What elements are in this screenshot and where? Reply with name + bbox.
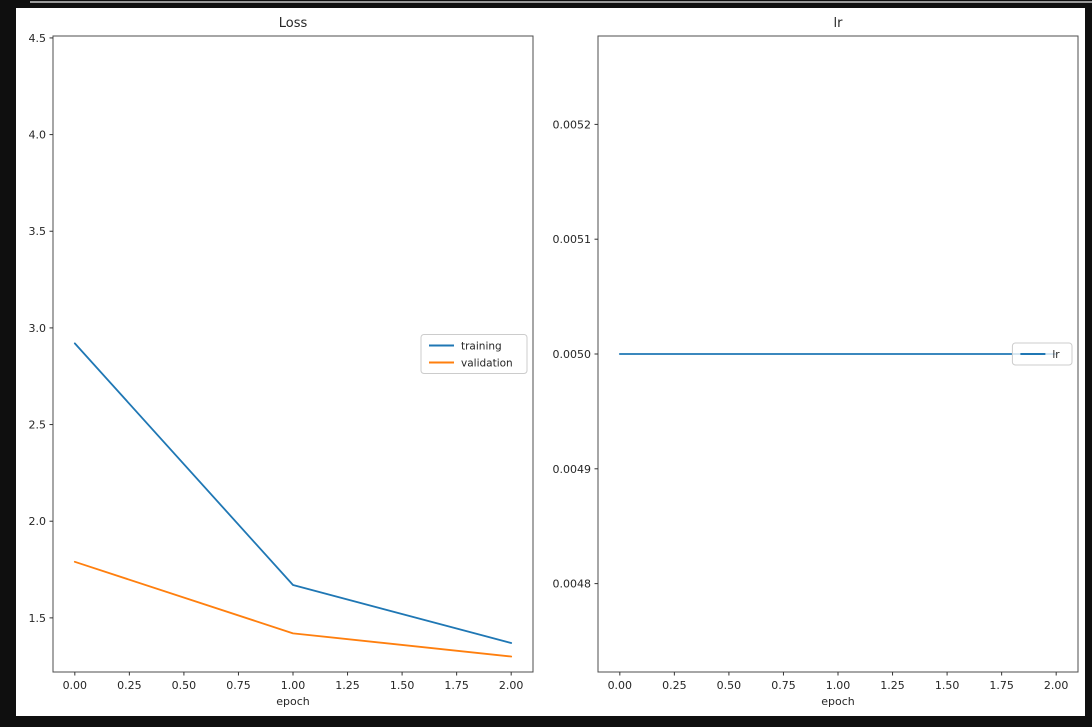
loss-training-line bbox=[73, 342, 513, 644]
lr-plot-title: lr bbox=[834, 16, 844, 31]
lr-y-tick-label: 0.0050 bbox=[553, 348, 592, 361]
lr-x-tick-label: 0.75 bbox=[771, 679, 796, 692]
lr-y-tick-label: 0.0048 bbox=[553, 578, 592, 591]
matplotlib-figure: Loss 0.00 0.25 0.50 0.75 1.00 1.25 1.50 1.75 2.00… bbox=[16, 8, 1085, 716]
loss-y-tick-label: 4.5 bbox=[29, 32, 47, 45]
lr-x-tick-label: 1.00 bbox=[826, 679, 851, 692]
lr-x-tick-label: 0.25 bbox=[662, 679, 687, 692]
loss-y-tick-label: 3.0 bbox=[29, 322, 47, 335]
lr-x-tick-label: 1.50 bbox=[935, 679, 960, 692]
loss-y-tick-label: 1.5 bbox=[29, 612, 47, 625]
lr-x-tick-label: 1.25 bbox=[880, 679, 905, 692]
lr-x-tick-label: 0.00 bbox=[608, 679, 633, 692]
loss-y-tick-label: 2.5 bbox=[29, 419, 47, 432]
loss-legend-label-training: training bbox=[461, 340, 502, 352]
lr-y-tick-label: 0.0052 bbox=[553, 118, 592, 131]
lr-x-tick-label: 0.50 bbox=[717, 679, 742, 692]
loss-legend bbox=[420, 334, 528, 374]
loss-x-tick-label: 1.00 bbox=[281, 679, 306, 692]
lr-y-tick-label: 0.0049 bbox=[553, 463, 592, 476]
loss-x-tick-label: 1.25 bbox=[335, 679, 360, 692]
lr-legend-label-lr: lr bbox=[1052, 349, 1060, 361]
lr-x-tick-label: 1.75 bbox=[989, 679, 1014, 692]
loss-x-tick-label: 0.25 bbox=[117, 679, 142, 692]
lr-y-tick-label: 0.0051 bbox=[553, 233, 592, 246]
loss-validation-line bbox=[73, 560, 513, 658]
loss-xlabel: epoch bbox=[276, 695, 310, 708]
loss-plot-title: Loss bbox=[279, 16, 308, 31]
loss-x-tick-label: 1.50 bbox=[390, 679, 415, 692]
loss-x-tick-label: 1.75 bbox=[444, 679, 469, 692]
lr-x-tick-label: 2.00 bbox=[1044, 679, 1069, 692]
loss-x-tick-label: 2.00 bbox=[499, 679, 524, 692]
loss-x-tick-label: 0.75 bbox=[226, 679, 251, 692]
cell-border-line bbox=[30, 1, 1092, 3]
loss-y-tick-label: 2.0 bbox=[29, 515, 47, 528]
lr-xlabel: epoch bbox=[821, 695, 855, 708]
loss-y-tick-label: 4.0 bbox=[29, 129, 47, 142]
loss-x-tick-label: 0.00 bbox=[63, 679, 88, 692]
loss-y-tick-label: 3.5 bbox=[29, 225, 47, 238]
loss-x-tick-label: 0.50 bbox=[172, 679, 197, 692]
loss-legend-label-validation: validation bbox=[461, 357, 513, 369]
